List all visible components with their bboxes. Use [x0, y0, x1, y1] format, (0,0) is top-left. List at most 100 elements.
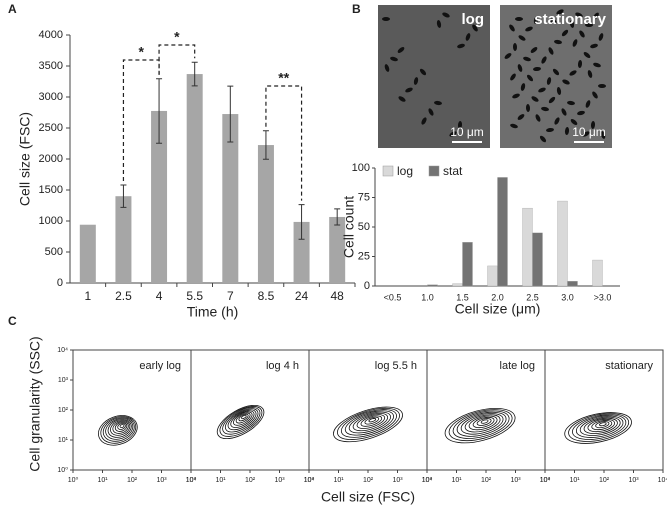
contour-line: [575, 415, 624, 438]
cell: [390, 56, 398, 62]
x-tick-label: 5.5: [186, 289, 203, 303]
cell: [419, 68, 427, 76]
y-tick-label: 1500: [39, 184, 63, 196]
x-tick-label: 10²: [127, 477, 138, 484]
cell: [405, 87, 413, 93]
contour-line: [230, 410, 255, 428]
contour-line: [368, 418, 377, 423]
y-tick-label: 0: [364, 280, 370, 292]
contour-line: [100, 416, 137, 444]
y-tick-label: 2000: [39, 153, 63, 165]
contour-line: [595, 421, 610, 429]
cell: [583, 52, 591, 58]
bar: [462, 242, 473, 287]
x-tick-label: 10³: [628, 477, 639, 484]
bar: [567, 281, 578, 287]
contour-line: [102, 417, 135, 442]
x-tick-label: 10⁴: [186, 477, 197, 484]
cell: [593, 62, 601, 68]
significance-label: **: [278, 70, 289, 86]
cell: [472, 24, 478, 32]
cell: [569, 70, 577, 76]
panel-title: early log: [139, 360, 181, 372]
x-tick-label: 10³: [274, 477, 285, 484]
y-axis-label: Cell count: [341, 196, 357, 258]
panel-title: log 5.5 h: [375, 360, 417, 372]
x-tick-label: 10²: [599, 477, 610, 484]
legend-label: log: [397, 164, 413, 178]
x-axis-label: Cell size (μm): [455, 301, 541, 317]
contour-line: [360, 415, 383, 427]
contour-line: [583, 417, 618, 435]
cell: [449, 131, 457, 137]
cell: [598, 33, 604, 41]
bar: [592, 259, 603, 287]
bar: [79, 224, 96, 283]
y-tick-label: 10⁴: [57, 347, 68, 354]
bar: [452, 283, 463, 287]
y-tick-label: 10²: [58, 407, 69, 414]
bar: [487, 265, 498, 287]
contour-line: [235, 412, 251, 424]
cell: [504, 53, 512, 59]
cell: [554, 39, 562, 45]
cell: [541, 106, 549, 112]
panel-label: C: [8, 314, 17, 328]
contour-line: [222, 407, 261, 435]
cell: [548, 96, 556, 104]
bar: [151, 110, 168, 283]
cell: [562, 79, 570, 85]
x-tick-label: 10¹: [451, 477, 462, 484]
x-tick-label: <0.5: [384, 292, 402, 302]
x-tick-label: 10¹: [569, 477, 580, 484]
cell: [428, 108, 434, 116]
scale-bar-label: 10 μm: [450, 125, 484, 139]
contour-line: [112, 421, 129, 434]
cell: [561, 29, 569, 37]
contour-line: [444, 407, 516, 444]
y-tick-label: 50: [358, 221, 370, 233]
x-tick-label: 10¹: [97, 477, 108, 484]
contour-line: [568, 413, 630, 442]
x-tick-label: 10⁰: [186, 476, 197, 484]
contour-line: [448, 409, 513, 442]
cell: [567, 100, 575, 106]
cell: [552, 68, 560, 76]
cell: [512, 93, 520, 99]
y-tick-label: 10¹: [58, 437, 69, 444]
cell: [554, 117, 560, 125]
bar: [293, 221, 310, 283]
cell: [398, 96, 406, 102]
panel-title: stationary: [605, 360, 653, 372]
x-tick-label: 8.5: [258, 289, 275, 303]
contour-line: [233, 411, 253, 426]
cell: [593, 12, 599, 20]
micrograph: [378, 5, 490, 148]
x-tick-label: 10⁴: [540, 477, 551, 484]
bar: [522, 207, 533, 287]
cell: [541, 56, 547, 64]
cell: [457, 121, 463, 129]
error-bar: [191, 61, 198, 87]
contour-line: [107, 419, 132, 438]
cell: [512, 43, 518, 51]
x-tick-label: 10²: [363, 477, 374, 484]
contour-line: [591, 420, 613, 431]
contour-line: [344, 410, 394, 436]
contour-line: [587, 418, 616, 433]
x-tick-label: 10¹: [215, 477, 226, 484]
cell: [384, 64, 390, 72]
cell: [590, 121, 596, 129]
y-tick-label: 25: [358, 250, 370, 262]
contour-line: [579, 416, 621, 436]
contour-line: [564, 412, 632, 444]
y-tick-label: 3000: [39, 91, 63, 103]
cell: [556, 9, 564, 15]
bar: [427, 284, 438, 287]
y-tick-label: 0: [57, 277, 63, 289]
x-tick-label: 2.5: [115, 289, 132, 303]
x-tick-label: 10²: [481, 477, 492, 484]
cell: [526, 74, 534, 82]
cell: [585, 100, 591, 108]
